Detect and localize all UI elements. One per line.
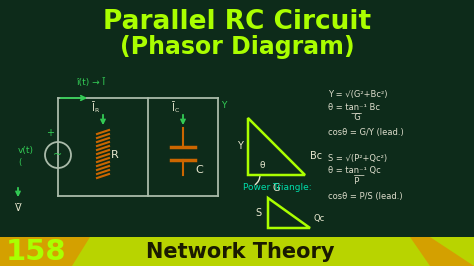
Polygon shape: [72, 237, 90, 266]
Text: Bc: Bc: [310, 151, 322, 161]
Text: Y: Y: [237, 141, 243, 151]
Text: S: S: [256, 208, 262, 218]
Text: ~: ~: [54, 150, 63, 160]
Text: Y = √(G²+Bc²): Y = √(G²+Bc²): [328, 90, 388, 99]
Text: G: G: [272, 183, 280, 193]
Text: Network Theory: Network Theory: [146, 242, 334, 262]
Text: Ī: Ī: [172, 103, 174, 113]
Text: cosθ = G/Y (lead.): cosθ = G/Y (lead.): [328, 128, 404, 138]
Text: Ī: Ī: [91, 103, 94, 113]
Text: Power Triangle:: Power Triangle:: [243, 184, 311, 193]
Text: 158: 158: [6, 238, 66, 266]
Text: î(t) → Ī: î(t) → Ī: [76, 77, 105, 86]
Text: Qc: Qc: [314, 214, 325, 222]
Text: R: R: [95, 107, 99, 113]
Text: ──: ──: [328, 172, 364, 181]
Text: θ: θ: [259, 160, 265, 169]
Text: S = √(P²+Qc²): S = √(P²+Qc²): [328, 153, 387, 163]
Polygon shape: [0, 237, 72, 266]
Text: C: C: [195, 165, 203, 175]
Text: (: (: [18, 157, 21, 167]
Polygon shape: [410, 237, 474, 266]
Text: C: C: [175, 107, 179, 113]
Text: v(t): v(t): [18, 146, 34, 155]
Text: θ = tan⁻¹ Qc: θ = tan⁻¹ Qc: [328, 167, 381, 176]
Polygon shape: [0, 237, 474, 266]
Text: (Phasor Diagram): (Phasor Diagram): [120, 35, 354, 59]
Text: ──: ──: [328, 109, 362, 118]
Text: θ = tan⁻¹ Bc: θ = tan⁻¹ Bc: [328, 103, 380, 113]
Text: G: G: [328, 114, 361, 123]
Text: V̄: V̄: [15, 203, 21, 213]
Text: cosθ = P/S (lead.): cosθ = P/S (lead.): [328, 192, 402, 201]
Text: R: R: [111, 150, 119, 160]
Text: Y: Y: [221, 101, 227, 110]
Text: +: +: [46, 128, 54, 138]
Text: Parallel RC Circuit: Parallel RC Circuit: [103, 9, 371, 35]
Text: P: P: [328, 177, 359, 185]
